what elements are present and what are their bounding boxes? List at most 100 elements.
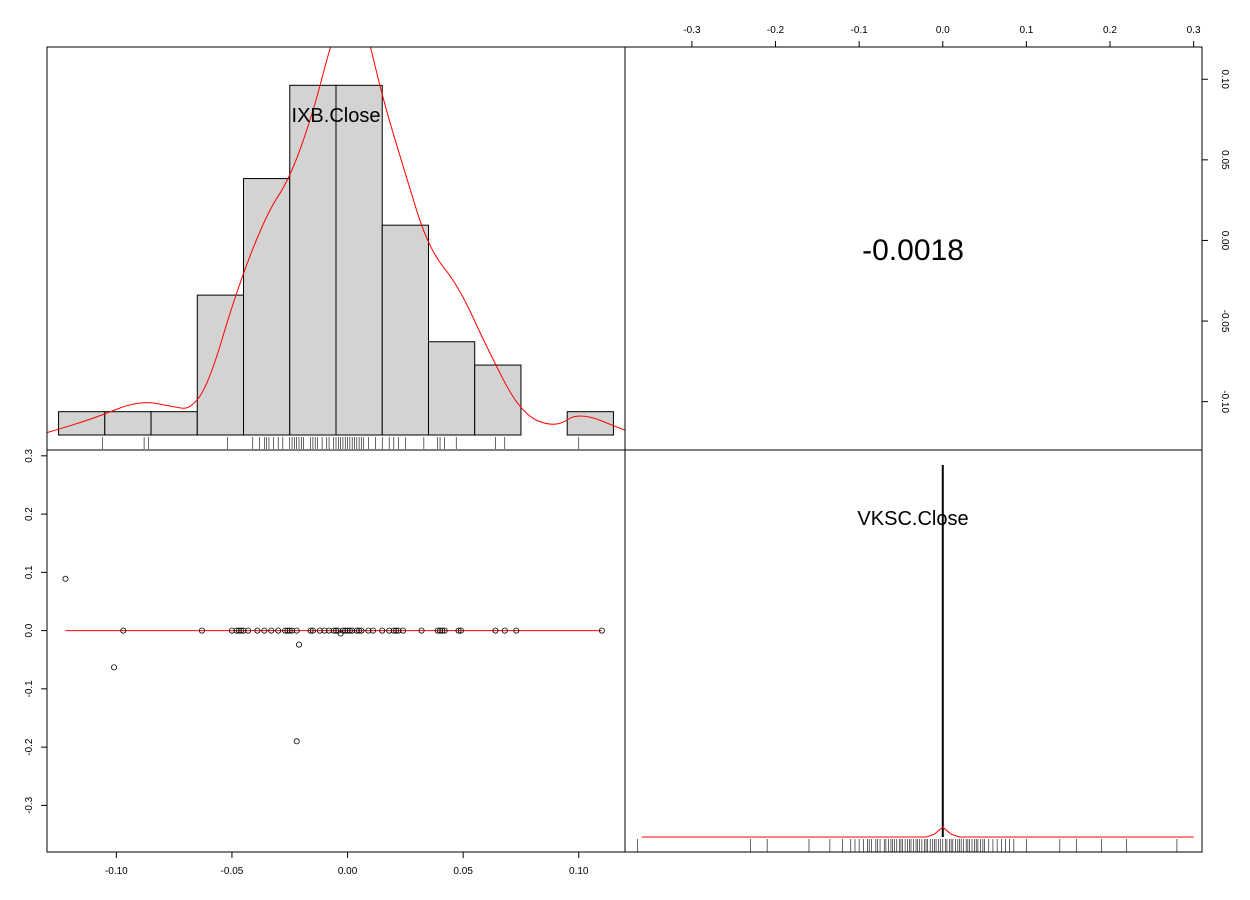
scatter-point	[293, 738, 300, 745]
scatter-point	[434, 627, 441, 634]
scatter-point	[296, 641, 303, 648]
bottom-axis-ixb: -0.10 -0.05 0.00 0.05 0.10	[105, 851, 589, 877]
scatter-point	[254, 627, 261, 634]
top-axis-vksc: -0.3 -0.2 -0.1 0.0 0.1 0.2 0.3	[683, 25, 1201, 47]
histogram-bar	[335, 84, 383, 436]
scatter-point	[369, 627, 376, 634]
scatter-point	[455, 627, 462, 634]
ixb-rug	[102, 437, 580, 449]
scatter-point	[289, 627, 296, 634]
vksc-hist-frame	[624, 449, 1203, 853]
correlation-value: -0.0018	[862, 234, 964, 267]
left-axis-vksc: -0.3 -0.2 -0.1 0.0 0.1 0.2 0.3	[24, 448, 47, 814]
histogram-bar	[150, 411, 198, 436]
scatter-points	[62, 575, 605, 745]
scatter-point	[344, 627, 351, 634]
scatter-point	[120, 627, 127, 634]
y-tick-label: 0.3	[24, 448, 35, 462]
ixb-histogram-bars	[58, 84, 614, 436]
scatter-point	[238, 627, 245, 634]
scatter-point	[386, 627, 393, 634]
right-tick-label: 0.05	[1219, 150, 1230, 170]
scatter-point	[245, 627, 252, 634]
scatter-point	[261, 627, 268, 634]
y-tick-label: 0.0	[24, 623, 35, 637]
correlation-panel: -0.0018	[862, 234, 964, 267]
x-tick-label: -0.05	[221, 866, 244, 877]
y-tick-label: 0.2	[24, 507, 35, 521]
scatter-point	[418, 627, 425, 634]
histogram-bar	[474, 364, 522, 436]
y-tick-label: 0.1	[24, 565, 35, 579]
scatter-point	[379, 627, 386, 634]
y-tick-label: -0.3	[24, 796, 35, 814]
scatter-point	[439, 627, 446, 634]
scatter-point	[282, 627, 289, 634]
scatter-point	[307, 627, 314, 634]
histogram-bar	[58, 411, 106, 436]
right-tick-label: 0.10	[1219, 70, 1230, 90]
ixb-histogram-panel: IXB.Close	[47, 47, 625, 449]
x-tick-label: 0.00	[338, 866, 358, 877]
histogram-bar	[427, 341, 476, 436]
scatter-point	[349, 627, 356, 634]
scatter-point	[332, 627, 339, 634]
scatter-point	[228, 627, 235, 634]
scatter-point	[330, 627, 337, 634]
scatter-point	[395, 627, 402, 634]
y-tick-label: -0.1	[24, 680, 35, 698]
scatter-point	[286, 627, 293, 634]
top-tick-label: -0.2	[767, 25, 785, 36]
right-axis-ixb: -0.10 -0.05 0.00 0.05 0.10	[1202, 70, 1230, 413]
scatter-point	[111, 664, 118, 671]
scatter-point	[293, 627, 300, 634]
histogram-bar	[196, 294, 245, 436]
histogram-bar	[289, 84, 337, 436]
top-tick-label: 0.3	[1187, 25, 1201, 36]
top-tick-label: -0.3	[683, 25, 701, 36]
scatter-point	[492, 627, 499, 634]
scatter-point	[284, 627, 291, 634]
histogram-bar	[104, 411, 152, 436]
ixb-variable-label: IXB.Close	[292, 105, 381, 127]
scatter-point	[240, 627, 247, 634]
scatter-point	[390, 627, 397, 634]
scatter-point	[342, 627, 349, 634]
scatter-point	[309, 627, 316, 634]
scatter-panel	[62, 575, 605, 745]
vksc-rug	[637, 839, 1178, 852]
scatter-point	[233, 627, 240, 634]
scatter-point	[358, 627, 365, 634]
scatter-point	[441, 627, 448, 634]
scatter-point	[598, 627, 605, 634]
histogram-bar	[243, 178, 291, 436]
scatter-point	[400, 627, 407, 634]
scatter-point	[356, 627, 363, 634]
histogram-bar	[381, 224, 429, 436]
histogram-bar	[566, 411, 614, 436]
top-tick-label: -0.1	[851, 25, 869, 36]
x-tick-label: 0.05	[453, 866, 473, 877]
scatter-point	[321, 627, 328, 634]
right-tick-label: 0.00	[1219, 231, 1230, 251]
scatter-point	[326, 627, 333, 634]
vksc-density-curve	[641, 826, 1194, 838]
x-tick-label: 0.10	[569, 866, 589, 877]
scatter-point	[62, 575, 69, 582]
scatter-point	[235, 627, 242, 634]
right-tick-label: -0.10	[1219, 390, 1230, 413]
top-tick-label: 0.2	[1103, 25, 1117, 36]
top-tick-label: 0.0	[936, 25, 950, 36]
scatter-point	[457, 627, 464, 634]
vksc-histogram-panel: VKSC.Close	[637, 465, 1194, 852]
x-tick-label: -0.10	[105, 866, 128, 877]
scatter-point	[501, 627, 508, 634]
scatter-point	[346, 627, 353, 634]
scatter-point	[393, 627, 400, 634]
right-tick-label: -0.05	[1219, 310, 1230, 333]
top-tick-label: 0.1	[1019, 25, 1033, 36]
scatter-point	[513, 627, 520, 634]
ixb-density-curve	[47, 47, 625, 434]
scatter-point	[268, 627, 275, 634]
